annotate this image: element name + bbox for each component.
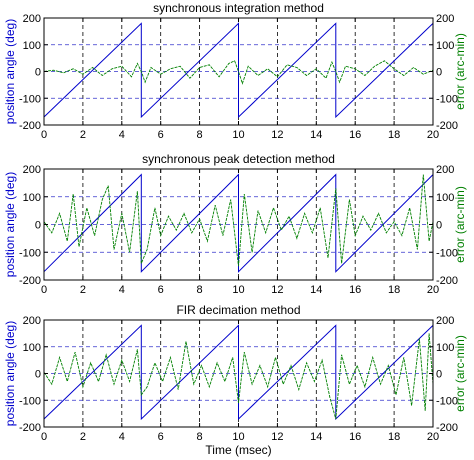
x-tick-label: 0 [41, 284, 47, 296]
x-tick-label: 8 [197, 284, 203, 296]
x-tick-label: 6 [158, 431, 164, 443]
y-tick-label-left: 200 [23, 315, 41, 327]
y-tick-label-right: -100 [436, 395, 458, 407]
x-tick-label: 8 [197, 129, 203, 141]
y-tick-label-right: 200 [436, 13, 454, 25]
chart-panel-1: 0 2 4 6 8 10 12 14 16 18 20-200-1000100200-200-100… [3, 1, 467, 141]
x-tick-label: 4 [119, 129, 125, 141]
x-tick-label: 12 [271, 431, 283, 443]
chart-panel-3: 0 2 4 6 8 10 12 14 16 18 20-200-1000100200-200-100… [3, 303, 467, 457]
y-axis-label-left: position angle (deg) [3, 321, 17, 426]
y-tick-label-right: 100 [436, 342, 454, 354]
x-tick-label: 2 [80, 284, 86, 296]
y-tick-label-right: 0 [436, 67, 442, 79]
x-tick-label: 4 [119, 284, 125, 296]
y-tick-label-right: 100 [436, 40, 454, 52]
x-tick-label: 0 [41, 129, 47, 141]
x-tick-label: 8 [197, 431, 203, 443]
y-tick-label-right: -200 [436, 275, 458, 287]
position-angle-line [43, 173, 434, 273]
error-line [43, 174, 434, 267]
x-tick-label: 14 [310, 284, 322, 296]
chart-panel-2: 0 2 4 6 8 10 12 14 16 18 20-200-1000100200-200-100… [3, 152, 467, 296]
y-tick-label-left: -200 [19, 275, 41, 287]
y-tick-label-left: 0 [35, 369, 41, 381]
y-tick-label-left: -100 [19, 247, 41, 259]
x-tick-label: 20 [427, 284, 439, 296]
chart-title: synchronous peak detection method [142, 152, 335, 166]
y-tick-label-left: 0 [35, 67, 41, 79]
x-tick-label: 10 [232, 129, 244, 141]
y-tick-label-right: 200 [436, 164, 454, 176]
y-axis-label-right: error (arc-min) [453, 186, 467, 263]
x-axis-label: Time (msec) [205, 443, 271, 457]
x-tick-label: 16 [349, 284, 361, 296]
y-tick-label-right: -100 [436, 247, 458, 259]
x-tick-label: 14 [310, 431, 322, 443]
y-axis-label-left: position angle (deg) [3, 172, 17, 277]
y-tick-label-right: -200 [436, 422, 458, 434]
x-tick-label: 0 [41, 431, 47, 443]
y-tick-label-left: 200 [23, 164, 41, 176]
y-tick-label-left: 100 [23, 40, 41, 52]
x-tick-label: 18 [388, 431, 400, 443]
x-tick-label: 12 [271, 129, 283, 141]
x-tick-label: 4 [119, 431, 125, 443]
error-line [43, 333, 434, 420]
x-tick-label: 16 [349, 129, 361, 141]
x-tick-label: 16 [349, 431, 361, 443]
y-tick-label-left: -100 [19, 395, 41, 407]
chart-title: FIR decimation method [176, 303, 300, 317]
y-tick-label-left: -200 [19, 422, 41, 434]
error-line [43, 60, 434, 85]
x-tick-label: 2 [80, 431, 86, 443]
y-tick-label-left: -100 [19, 93, 41, 105]
x-tick-label: 2 [80, 129, 86, 141]
x-tick-label: 6 [158, 129, 164, 141]
y-tick-label-right: 0 [436, 369, 442, 381]
y-tick-label-left: -200 [19, 120, 41, 132]
x-tick-label: 14 [310, 129, 322, 141]
chart-title: synchronous integration method [153, 1, 324, 15]
y-tick-label-left: 0 [35, 220, 41, 232]
y-tick-label-right: 0 [436, 220, 442, 232]
y-tick-label-left: 200 [23, 13, 41, 25]
x-tick-label: 20 [427, 129, 439, 141]
y-tick-label-right: 200 [436, 315, 454, 327]
y-axis-label-right: error (arc-min) [453, 335, 467, 412]
x-tick-label: 12 [271, 284, 283, 296]
y-tick-label-right: 100 [436, 192, 454, 204]
x-tick-label: 6 [158, 284, 164, 296]
y-axis-label-left: position angle (deg) [3, 19, 17, 124]
y-axis-label-right: error (arc-min) [453, 33, 467, 110]
x-tick-label: 20 [427, 431, 439, 443]
y-tick-label-left: 100 [23, 192, 41, 204]
x-tick-label: 18 [388, 129, 400, 141]
y-tick-label-left: 100 [23, 342, 41, 354]
y-tick-label-right: -100 [436, 93, 458, 105]
position-angle-line [43, 324, 434, 421]
x-tick-label: 10 [232, 431, 244, 443]
y-tick-label-right: -200 [436, 120, 458, 132]
x-tick-label: 18 [388, 284, 400, 296]
x-tick-label: 10 [232, 284, 244, 296]
